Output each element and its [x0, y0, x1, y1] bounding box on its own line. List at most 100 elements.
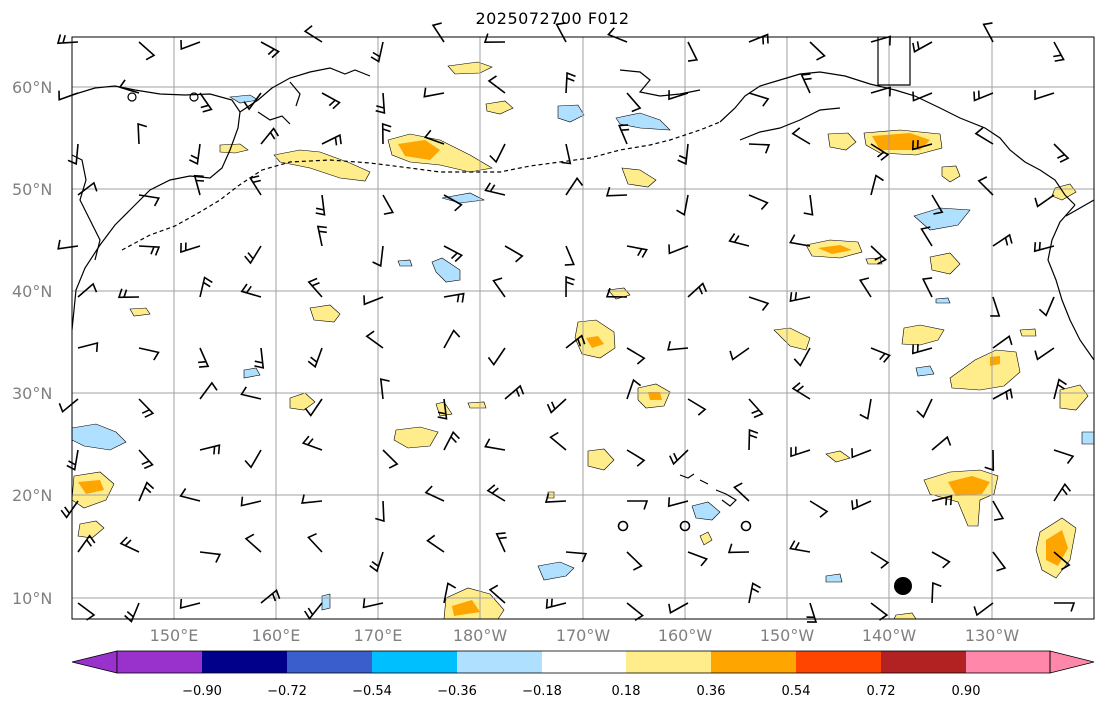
wind-barb: [379, 378, 390, 400]
lat-label-60n: 60°N: [12, 78, 53, 97]
wind-barb: [748, 33, 769, 45]
wind-barb: [791, 382, 811, 400]
wind-barb: [321, 133, 342, 146]
wind-barb: [199, 551, 222, 563]
wind-barb: [260, 127, 280, 145]
colorbar-tick-label: −0.36: [437, 684, 477, 699]
wind-barb: [748, 92, 770, 107]
wind-barb: [977, 176, 994, 196]
colorbar-bin: [287, 651, 372, 673]
station-markers: [617, 520, 752, 532]
colorbar-bin: [202, 651, 287, 673]
wind-barb: [549, 431, 567, 451]
wind-barb: [119, 536, 140, 553]
wind-barb: [240, 386, 262, 400]
wind-barb: [443, 194, 463, 212]
wind-barb: [372, 245, 384, 268]
wind-barb: [363, 295, 384, 306]
wind-barb: [495, 532, 507, 553]
wind-barb: [198, 347, 210, 368]
wind-barb: [728, 233, 750, 247]
wind-barb: [381, 122, 392, 145]
wind-barb: [791, 127, 811, 145]
wind-barb: [789, 292, 811, 303]
wind-barb: [565, 176, 584, 196]
wind-barb: [1053, 551, 1071, 571]
wind-barb: [77, 282, 98, 298]
wind-barb: [77, 534, 96, 553]
wind-barb: [667, 497, 689, 508]
wind-barb: [870, 143, 890, 161]
colorbar: [71, 650, 1095, 674]
wind-barb: [138, 481, 155, 502]
wind-barb: [1038, 296, 1055, 317]
colorbar-tick-label: 0.72: [866, 684, 896, 699]
wind-barb: [249, 175, 262, 196]
lon-label-160w: 160°W: [657, 626, 713, 645]
colorbar-tick-label: 0.36: [696, 684, 726, 699]
wind-barb: [931, 495, 953, 506]
wind-barb: [561, 143, 572, 165]
wind-barb: [870, 551, 890, 569]
wind-barb: [748, 296, 770, 311]
wind-barb: [546, 398, 567, 414]
wind-barb: [984, 449, 995, 472]
colorbar-tick-label: −0.54: [352, 684, 392, 699]
wind-barb: [1034, 90, 1055, 101]
wind-barb: [362, 598, 384, 609]
wind-barb: [443, 245, 464, 263]
wind-barb: [990, 296, 1001, 317]
lat-label-30n: 30°N: [12, 384, 53, 403]
lat-label-50n: 50°N: [12, 180, 53, 199]
colorbar-tick-label: 0.90: [951, 684, 981, 699]
colorbar-bin: [542, 651, 626, 673]
wind-barb: [974, 127, 994, 145]
wind-barb: [486, 484, 506, 502]
wind-barb: [870, 174, 884, 196]
wind-barb: [488, 584, 506, 604]
wind-barb: [424, 485, 445, 502]
wind-barb: [800, 73, 812, 94]
wind-barb: [607, 27, 628, 43]
wind-barb: [565, 551, 588, 563]
wind-barb: [138, 41, 156, 61]
wind-barb: [77, 602, 96, 621]
wind-barb: [244, 245, 262, 265]
wind-barb: [244, 449, 262, 469]
wind-barb: [443, 329, 461, 349]
wind-barb: [301, 494, 323, 505]
wind-barb: [179, 488, 201, 502]
wind-barb: [748, 398, 764, 419]
wind-barb: [931, 194, 944, 215]
wind-barb: [1034, 194, 1055, 208]
lon-label-170e: 170°E: [353, 626, 403, 645]
wind-barb: [56, 34, 79, 45]
wind-barb: [809, 41, 826, 61]
wind-barb: [618, 124, 630, 145]
wind-barb: [729, 347, 750, 361]
wind-barb: [921, 277, 933, 298]
wind-barb: [138, 245, 161, 256]
wind-barb: [973, 602, 994, 617]
wind-barb: [487, 347, 506, 366]
wind-barb: [626, 245, 648, 258]
wind-barb: [437, 398, 448, 420]
wind-barb: [931, 435, 952, 451]
wind-barb: [626, 449, 646, 467]
wind-barb: [1053, 449, 1075, 464]
colorbar-tick-label: −0.18: [522, 684, 562, 699]
wind-barb: [911, 140, 933, 151]
lat-label-40n: 40°N: [12, 282, 53, 301]
lon-label-150w: 150°W: [759, 626, 815, 645]
wind-barb: [992, 500, 1005, 521]
wind-barb: [307, 277, 323, 298]
wind-barb: [138, 347, 160, 361]
wind-barb: [60, 500, 79, 519]
wind-barb: [423, 87, 445, 98]
colorbar-bin: [626, 651, 711, 673]
wind-barb: [117, 288, 140, 299]
wind-barb: [733, 482, 750, 502]
wind-barb: [243, 92, 262, 111]
wind-barb: [307, 532, 323, 553]
lon-label-180w: 180°W: [452, 626, 508, 645]
